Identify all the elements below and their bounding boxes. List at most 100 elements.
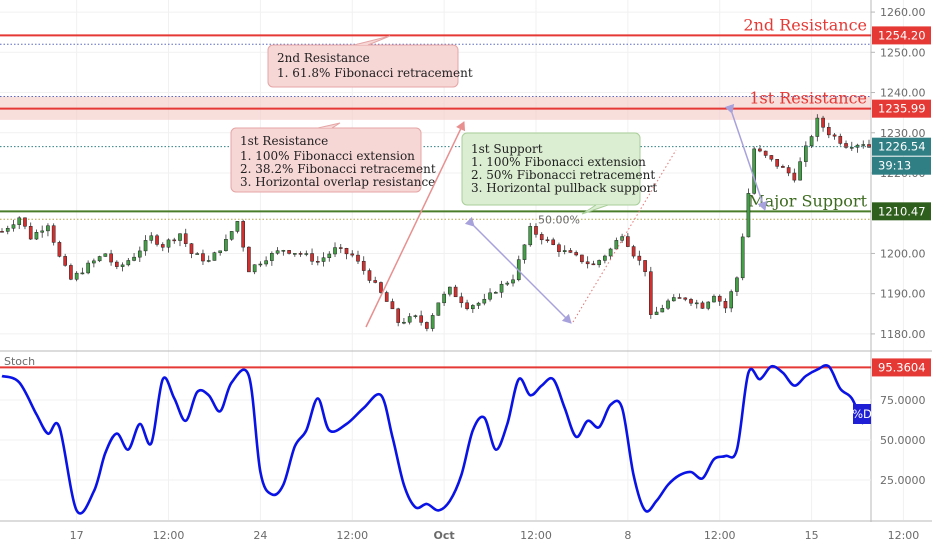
candle xyxy=(677,293,682,299)
candle-body xyxy=(361,260,366,271)
candle-body xyxy=(379,282,383,293)
candle-body xyxy=(763,150,768,156)
candle xyxy=(338,243,343,253)
candle-body xyxy=(356,254,360,262)
callout-1st-resistance-line-1: 1. 100% Fibonacci extension xyxy=(240,149,415,163)
candle-body xyxy=(46,225,50,232)
candle xyxy=(74,271,79,282)
candle-body xyxy=(643,260,647,272)
candle-body xyxy=(155,235,159,245)
candle-body xyxy=(597,260,601,266)
candle-body xyxy=(51,225,56,243)
major-support-price-tag[interactable]: 1210.47 xyxy=(872,202,931,221)
candle xyxy=(350,250,355,258)
candle-body xyxy=(373,280,378,283)
candle xyxy=(396,307,400,327)
stoch-series-tag: %D xyxy=(852,407,872,421)
candle-body xyxy=(482,298,487,304)
measure-arrow-leg xyxy=(464,216,572,324)
2nd-resistance-price-tag[interactable]: 1254.20 xyxy=(872,26,931,45)
time-axis-label: 12:00 xyxy=(704,529,736,542)
fib-level-label: 50.00% xyxy=(538,213,580,226)
candle-body xyxy=(189,243,194,254)
stoch-d-line xyxy=(1,364,865,515)
candle-body xyxy=(534,226,538,235)
callout-2nd-resistance[interactable]: 2nd Resistance 1. 61.8% Fibonacci retrac… xyxy=(267,44,473,88)
candle xyxy=(781,164,785,168)
candle xyxy=(241,219,245,252)
candle xyxy=(103,253,108,257)
candle-body xyxy=(844,143,848,148)
candle-body xyxy=(459,296,464,304)
price-axis[interactable]: 1180.001190.001200.001220.001230.001240.… xyxy=(871,6,931,341)
price-levels: 50.00% 2nd Resistance 1st Resistance Major … xyxy=(0,15,871,226)
candle-body xyxy=(149,235,154,241)
candle xyxy=(838,133,843,146)
1st-resistance-price-tag[interactable]: 1235.99 xyxy=(872,99,931,118)
candle-body xyxy=(608,248,613,257)
candle xyxy=(115,260,119,270)
candle-body xyxy=(115,261,119,267)
price-axis-label: 1260.00 xyxy=(880,6,926,19)
candle-body xyxy=(132,256,136,261)
candle xyxy=(310,248,314,265)
candle-body xyxy=(551,239,556,245)
candle xyxy=(804,141,808,167)
candle xyxy=(212,251,217,261)
candle-body xyxy=(80,272,85,275)
candle xyxy=(390,298,395,310)
stochastic-panel[interactable]: Stoch xyxy=(0,355,871,515)
major-support-price-tag-bg xyxy=(872,202,931,221)
candle-body xyxy=(574,252,578,256)
candle-body xyxy=(172,239,177,242)
price-axis-label: 1240.00 xyxy=(880,87,926,100)
candle-body xyxy=(103,253,108,257)
candle xyxy=(270,251,274,266)
candle xyxy=(648,266,653,319)
callout-1st-resistance[interactable]: 1st Resistance 1. 100% Fibonacci extensi… xyxy=(230,127,436,193)
candle-body xyxy=(539,234,544,241)
candle-body xyxy=(195,253,200,255)
candle-body xyxy=(631,246,636,257)
stochastic-axis[interactable]: 25.0000 50.0000 75.0000 95.3604 %D xyxy=(852,358,931,487)
candle xyxy=(746,188,751,238)
candle-body xyxy=(384,292,389,302)
2nd-resistance-price-tag-bg xyxy=(872,26,931,45)
candle-body xyxy=(287,250,291,254)
candle xyxy=(28,222,33,240)
stoch-axis-label: 75.0000 xyxy=(880,394,926,407)
candle-body xyxy=(40,230,45,233)
candle-body xyxy=(735,277,739,292)
candle-body xyxy=(264,260,268,265)
last-price-tag[interactable]: 1226.54 xyxy=(872,137,931,156)
candle-body xyxy=(758,148,762,152)
candle xyxy=(844,140,848,149)
candle xyxy=(206,255,211,263)
candle xyxy=(620,233,624,243)
price-axis-label: 1180.00 xyxy=(880,328,926,341)
candle-body xyxy=(310,253,314,262)
candle xyxy=(436,302,441,316)
candle xyxy=(735,276,739,296)
callout-1st-support[interactable]: 1st Support 1. 100% Fibonacci extension … xyxy=(461,132,657,206)
candle-body xyxy=(654,311,659,315)
candle-body xyxy=(603,255,607,261)
candle xyxy=(752,146,756,195)
candle xyxy=(597,259,601,268)
callout-1st-support-pointer xyxy=(581,204,609,215)
candle-body xyxy=(488,292,492,300)
candle xyxy=(23,217,27,230)
bar-countdown-tag[interactable]: 39:13 xyxy=(872,156,931,175)
candle-body xyxy=(327,253,332,258)
time-axis[interactable]: 17 12:00 24 12:00 Oct 12:00 8 12:00 15 12:00 xyxy=(70,529,920,542)
candle-body xyxy=(683,297,688,300)
candle-body xyxy=(0,231,4,233)
candle xyxy=(769,155,774,162)
candle xyxy=(183,228,188,247)
candle xyxy=(379,281,383,294)
candle xyxy=(137,246,142,262)
candle-body xyxy=(660,308,665,313)
callout-1st-support-line-1: 1. 100% Fibonacci extension xyxy=(471,155,646,169)
callout-1st-resistance-line-3: 3. Horizontal overlap resistance xyxy=(240,175,435,189)
bar-countdown-tag-text: 39:13 xyxy=(878,159,911,173)
